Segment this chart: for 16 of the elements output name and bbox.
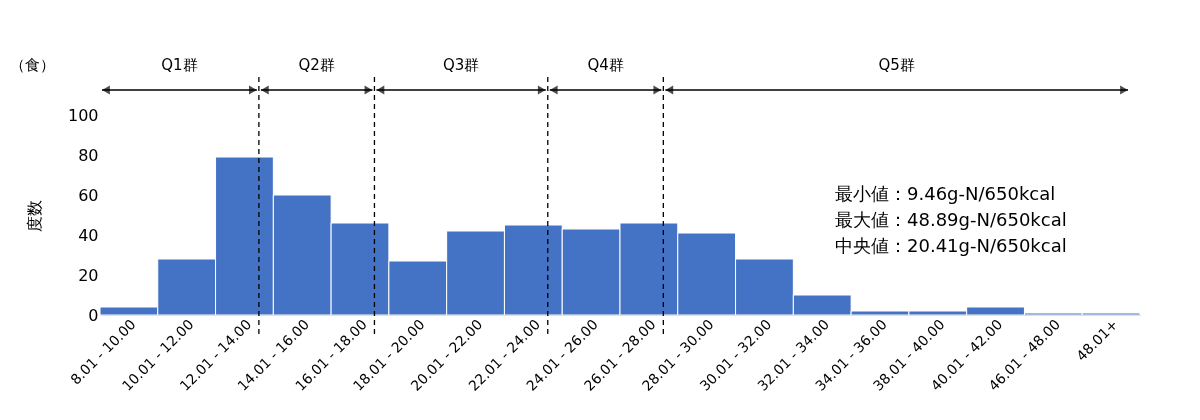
y-tick-label: 80 bbox=[78, 145, 99, 165]
y-axis-title: 度数 bbox=[24, 199, 44, 232]
text: （食） bbox=[10, 56, 55, 74]
annotation: 中央値：20.41g-N/650kcal bbox=[835, 235, 1067, 256]
y-tick-label: 60 bbox=[78, 185, 99, 205]
annotation: 最小値：9.46g-N/650kcal bbox=[835, 183, 1056, 204]
text: Q5群 bbox=[878, 56, 915, 74]
y-tick-label: 20 bbox=[78, 265, 99, 285]
text: Q1群 bbox=[161, 56, 198, 74]
text: Q2群 bbox=[298, 56, 335, 74]
annotation: 最大値：48.89g-N/650kcal bbox=[835, 209, 1067, 230]
y-tick-label: 40 bbox=[78, 225, 99, 245]
y-tick-label: 100 bbox=[67, 105, 99, 125]
text: Q4群 bbox=[587, 56, 624, 74]
y-tick-label: 0 bbox=[88, 305, 99, 325]
text: Q3群 bbox=[442, 56, 480, 74]
